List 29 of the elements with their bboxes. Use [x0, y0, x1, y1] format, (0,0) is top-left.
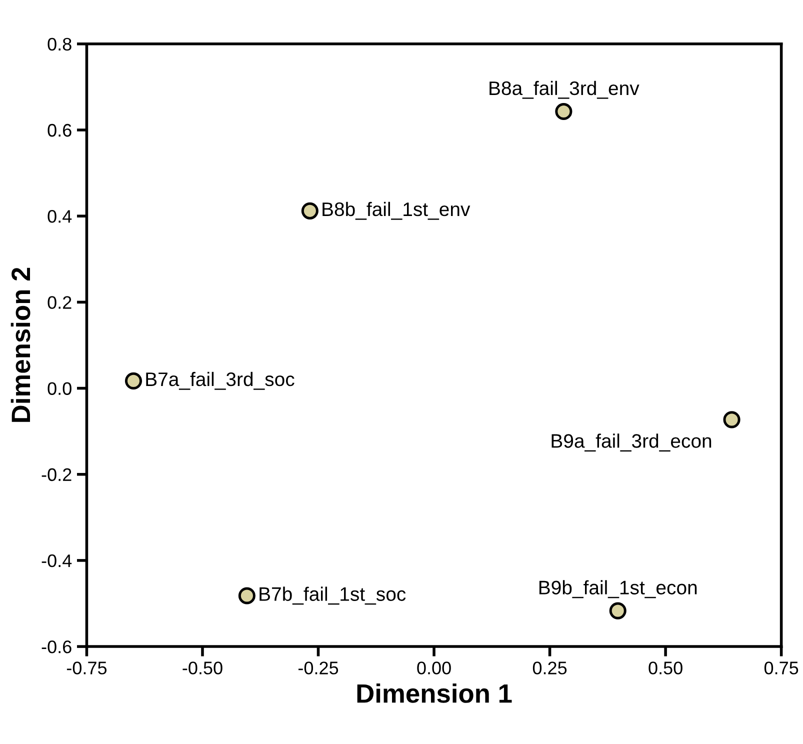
annotation: B8b_fail_1st_env — [322, 202, 470, 220]
x-tick-label: 0.25 — [532, 662, 567, 674]
point — [723, 411, 740, 428]
y-tick-label: 0.8 — [48, 38, 72, 51]
annotation: B9a_fail_3rd_econ — [552, 434, 712, 452]
point — [124, 372, 142, 390]
x-tick-label: 0.00 — [417, 662, 451, 674]
x-tick-label: 0.75 — [764, 662, 798, 674]
point — [609, 602, 626, 620]
y-tick-label: 0.0 — [48, 382, 72, 395]
annotation: B7a_fail_3rd_soc — [146, 372, 294, 390]
annotation: B9b_fail_1st_econ — [539, 580, 697, 598]
y-tick-label: 0.2 — [48, 296, 72, 309]
y-tick-label: 0.4 — [48, 210, 72, 223]
x-tick-label: -0.50 — [182, 662, 222, 674]
x-tick-label: 0.50 — [648, 662, 682, 674]
x-axis-title: Dimension 1 — [357, 684, 512, 703]
y-tick-label: 0.6 — [48, 124, 72, 137]
y-tick-label: -0.6 — [42, 640, 72, 654]
annotation: B8a_fail_3rd_env — [490, 80, 640, 99]
x-tick-label: -0.75 — [66, 662, 107, 674]
x-tick-label: -0.25 — [298, 662, 338, 674]
point — [238, 587, 256, 604]
y-tick-label: -0.2 — [42, 468, 72, 482]
point — [555, 102, 572, 120]
y-axis-title: Dimension 2 — [10, 268, 30, 422]
y-tick-label: -0.4 — [42, 554, 72, 568]
point — [301, 202, 318, 220]
annotation: B7b_fail_1st_soc — [260, 586, 406, 605]
